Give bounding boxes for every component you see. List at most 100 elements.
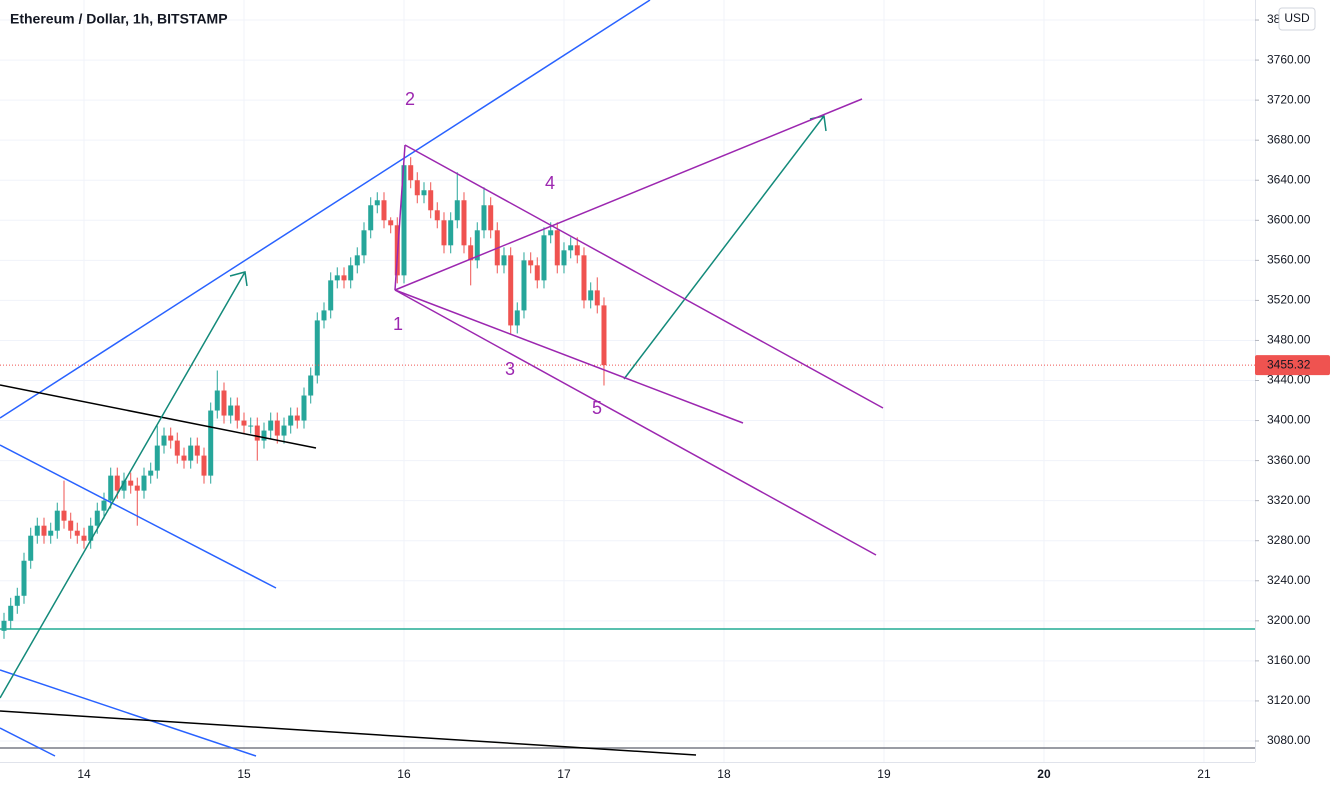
candle-body (54, 510, 60, 531)
candle-body (408, 165, 414, 181)
candle-body (288, 415, 294, 426)
candle-body (568, 245, 574, 251)
trend-line (404, 144, 884, 409)
candles (0, 157, 1255, 639)
trend-line (394, 98, 863, 291)
candle-body (194, 445, 200, 456)
candle-body (188, 445, 194, 461)
candle-body (528, 260, 534, 266)
candle-body (328, 280, 334, 311)
candle-body (221, 390, 227, 416)
wave-label: 4 (545, 173, 555, 193)
trend-line (0, 710, 697, 756)
y-tick-label: 3520.00 (1267, 293, 1311, 307)
candle-body (21, 560, 27, 596)
candle-body (61, 510, 67, 521)
candle-body (134, 485, 140, 491)
time-axis-bg (0, 762, 1336, 792)
candle-body (448, 220, 454, 246)
wave-label: 1 (393, 314, 403, 334)
x-tick-label: 18 (717, 767, 731, 781)
y-tick-label: 3080.00 (1267, 733, 1311, 747)
trend-line (0, 727, 56, 757)
trend-line (0, 669, 257, 757)
candle-body (48, 530, 54, 536)
x-tick-label: 19 (877, 767, 891, 781)
last-price-label: 3455.32 (1267, 357, 1311, 371)
candle-body (268, 420, 274, 431)
y-tick-label: 3560.00 (1267, 253, 1311, 267)
arrow (0, 271, 246, 699)
x-tick-label: 16 (397, 767, 411, 781)
y-tick-label: 3200.00 (1267, 613, 1311, 627)
candle-body (241, 420, 247, 426)
y-tick-label: 3720.00 (1267, 92, 1311, 106)
candle-body (374, 200, 380, 206)
y-tick-label: 3440.00 (1267, 373, 1311, 387)
y-tick-label: 3400.00 (1267, 413, 1311, 427)
candle-body (254, 425, 260, 441)
x-tick-label: 15 (237, 767, 251, 781)
candle-body (481, 205, 487, 231)
candle-body (248, 425, 254, 427)
y-tick-label: 3280.00 (1267, 533, 1311, 547)
candle-body (388, 220, 394, 226)
candle-body (201, 455, 207, 476)
candle-body (534, 265, 540, 281)
candle-body (401, 165, 407, 276)
candle-body (601, 305, 607, 366)
candle-body (228, 405, 234, 416)
candle-body (41, 525, 47, 536)
candle-body (588, 290, 594, 301)
candle-body (88, 525, 94, 541)
candle-body (321, 310, 327, 321)
wave-label: 5 (592, 398, 602, 418)
candle-body (428, 190, 434, 211)
wave-label: 2 (405, 89, 415, 109)
y-tick-label: 3760.00 (1267, 52, 1311, 66)
x-tick-label: 17 (557, 767, 571, 781)
axes: 3080.00 3120.00 3160.00 3200.00 3240.00 3280.… (77, 12, 1330, 781)
x-tick-label: 20 (1037, 767, 1051, 781)
candle-body (81, 535, 87, 541)
candle-body (101, 500, 107, 511)
chart-title: Ethereum / Dollar, 1h, BITSTAMP (10, 11, 228, 27)
candle-body (314, 320, 320, 376)
candle-body (361, 230, 367, 256)
candle-body (281, 425, 287, 436)
y-tick-label: 3480.00 (1267, 333, 1311, 347)
candle-body (181, 455, 187, 461)
candle-body (334, 275, 340, 281)
candle-body (301, 395, 307, 421)
candle-body (14, 595, 20, 606)
candle-body (461, 200, 467, 246)
y-tick-label: 3680.00 (1267, 132, 1311, 146)
candle-body (434, 210, 440, 221)
candle-body (261, 430, 267, 441)
candle-body (168, 435, 174, 441)
candle-body (8, 605, 14, 621)
currency[interactable]: USD (1284, 11, 1310, 25)
currency-button[interactable] (1278, 7, 1316, 31)
trend-line (394, 289, 877, 556)
candle-body (74, 530, 80, 536)
candle-body (34, 525, 40, 536)
x-tick-label: 21 (1197, 767, 1211, 781)
candle-body (274, 420, 280, 436)
candle-body (308, 375, 314, 396)
candle-body (154, 445, 160, 471)
candle-body (561, 250, 567, 266)
candle-body (488, 205, 494, 231)
wave-label: 3 (505, 359, 515, 379)
candle-body (341, 275, 347, 281)
candle-body (68, 520, 74, 531)
y-tick-label: 3120.00 (1267, 693, 1311, 707)
candle-body (121, 480, 127, 491)
candle-body (514, 310, 520, 326)
candle-body (214, 390, 220, 411)
trend-line (0, 444, 277, 589)
candle-body (501, 255, 507, 266)
candle-body (421, 190, 427, 196)
trend-line (394, 289, 744, 424)
candle-body (174, 440, 180, 456)
